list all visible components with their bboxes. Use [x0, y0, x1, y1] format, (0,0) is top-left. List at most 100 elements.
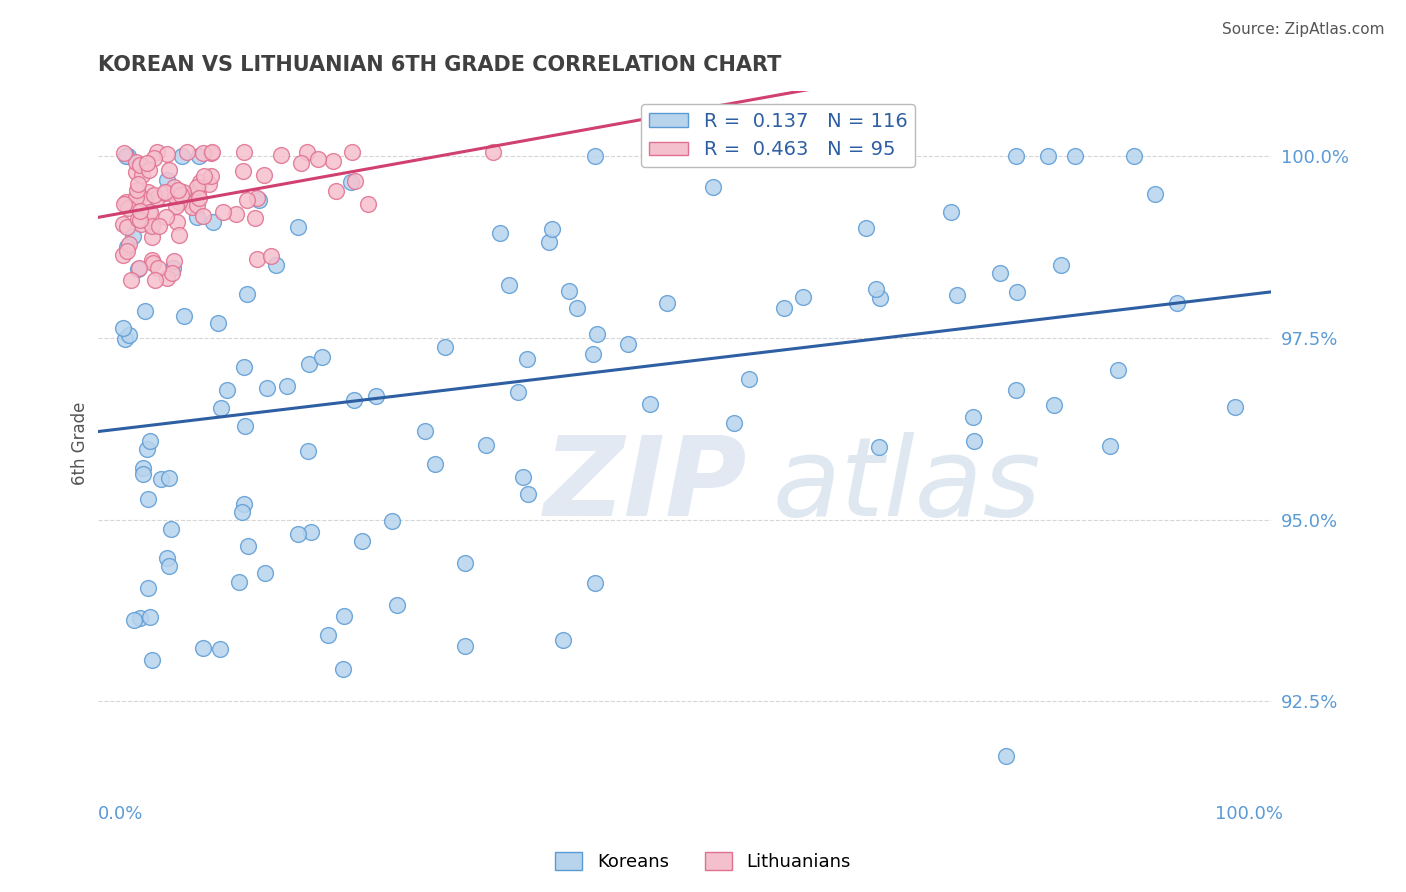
Point	[939, 204, 962, 219]
Legend: Koreans, Lithuanians: Koreans, Lithuanians	[548, 845, 858, 879]
Point	[149, 472, 172, 486]
Point	[118, 237, 141, 252]
Point	[1005, 285, 1028, 299]
Point	[170, 188, 193, 202]
Point	[232, 145, 254, 160]
Point	[1050, 258, 1073, 272]
Point	[143, 188, 166, 202]
Point	[364, 389, 387, 403]
Point	[138, 215, 160, 229]
Point	[869, 291, 891, 305]
Point	[295, 145, 318, 160]
Point	[136, 185, 159, 199]
Point	[541, 222, 564, 236]
Point	[1036, 149, 1059, 163]
Point	[1166, 296, 1188, 310]
Point	[125, 154, 148, 169]
Point	[290, 155, 312, 169]
Point	[207, 316, 229, 330]
Point	[155, 271, 177, 285]
Point	[188, 174, 211, 188]
Point	[172, 185, 194, 199]
Point	[322, 154, 344, 169]
Point	[170, 149, 193, 163]
Point	[865, 282, 887, 296]
Point	[186, 210, 208, 224]
Point	[232, 497, 254, 511]
Point	[702, 179, 724, 194]
Point	[112, 197, 135, 211]
Point	[117, 149, 139, 163]
Point	[138, 205, 160, 219]
Point	[136, 581, 159, 595]
Point	[128, 158, 150, 172]
Point	[115, 149, 138, 163]
Point	[167, 188, 190, 202]
Point	[638, 397, 661, 411]
Point	[1063, 149, 1085, 163]
Point	[332, 662, 354, 676]
Point	[186, 198, 208, 212]
Point	[232, 359, 254, 374]
Point	[489, 227, 512, 241]
Point	[586, 326, 609, 341]
Point	[136, 156, 159, 170]
Point	[134, 304, 156, 318]
Point	[482, 145, 505, 160]
Point	[516, 351, 538, 366]
Point	[565, 301, 588, 315]
Point	[994, 749, 1017, 764]
Point	[127, 177, 149, 191]
Point	[115, 195, 138, 210]
Point	[132, 461, 155, 475]
Point	[512, 469, 534, 483]
Point	[297, 444, 319, 458]
Point	[198, 177, 221, 191]
Point	[236, 193, 259, 207]
Point	[325, 184, 347, 198]
Point	[342, 145, 364, 160]
Point	[350, 534, 373, 549]
Point	[318, 628, 340, 642]
Point	[792, 290, 814, 304]
Point	[141, 219, 163, 233]
Point	[253, 168, 276, 182]
Point	[129, 203, 152, 218]
Point	[127, 262, 149, 277]
Point	[773, 301, 796, 315]
Point	[343, 392, 366, 407]
Point	[159, 523, 181, 537]
Point	[333, 608, 356, 623]
Text: ZIP: ZIP	[544, 432, 747, 539]
Point	[146, 145, 169, 160]
Point	[136, 491, 159, 506]
Point	[225, 207, 247, 221]
Point	[381, 514, 404, 528]
Point	[434, 339, 457, 353]
Point	[200, 145, 222, 160]
Point	[1005, 149, 1028, 163]
Point	[855, 220, 877, 235]
Point	[180, 188, 202, 202]
Point	[139, 434, 162, 448]
Point	[232, 164, 254, 178]
Point	[131, 168, 153, 182]
Point	[946, 288, 969, 302]
Point	[167, 194, 190, 209]
Point	[153, 185, 176, 199]
Point	[155, 147, 177, 161]
Point	[311, 350, 333, 364]
Point	[212, 205, 235, 219]
Point	[163, 254, 186, 268]
Point	[385, 598, 408, 612]
Point	[181, 200, 204, 214]
Point	[160, 266, 183, 280]
Text: KOREAN VS LITHUANIAN 6TH GRADE CORRELATION CHART: KOREAN VS LITHUANIAN 6TH GRADE CORRELATI…	[97, 55, 780, 75]
Point	[166, 183, 188, 197]
Point	[191, 145, 214, 160]
Text: Source: ZipAtlas.com: Source: ZipAtlas.com	[1222, 22, 1385, 37]
Point	[1225, 400, 1247, 414]
Point	[146, 191, 169, 205]
Point	[247, 193, 270, 207]
Point	[114, 332, 136, 346]
